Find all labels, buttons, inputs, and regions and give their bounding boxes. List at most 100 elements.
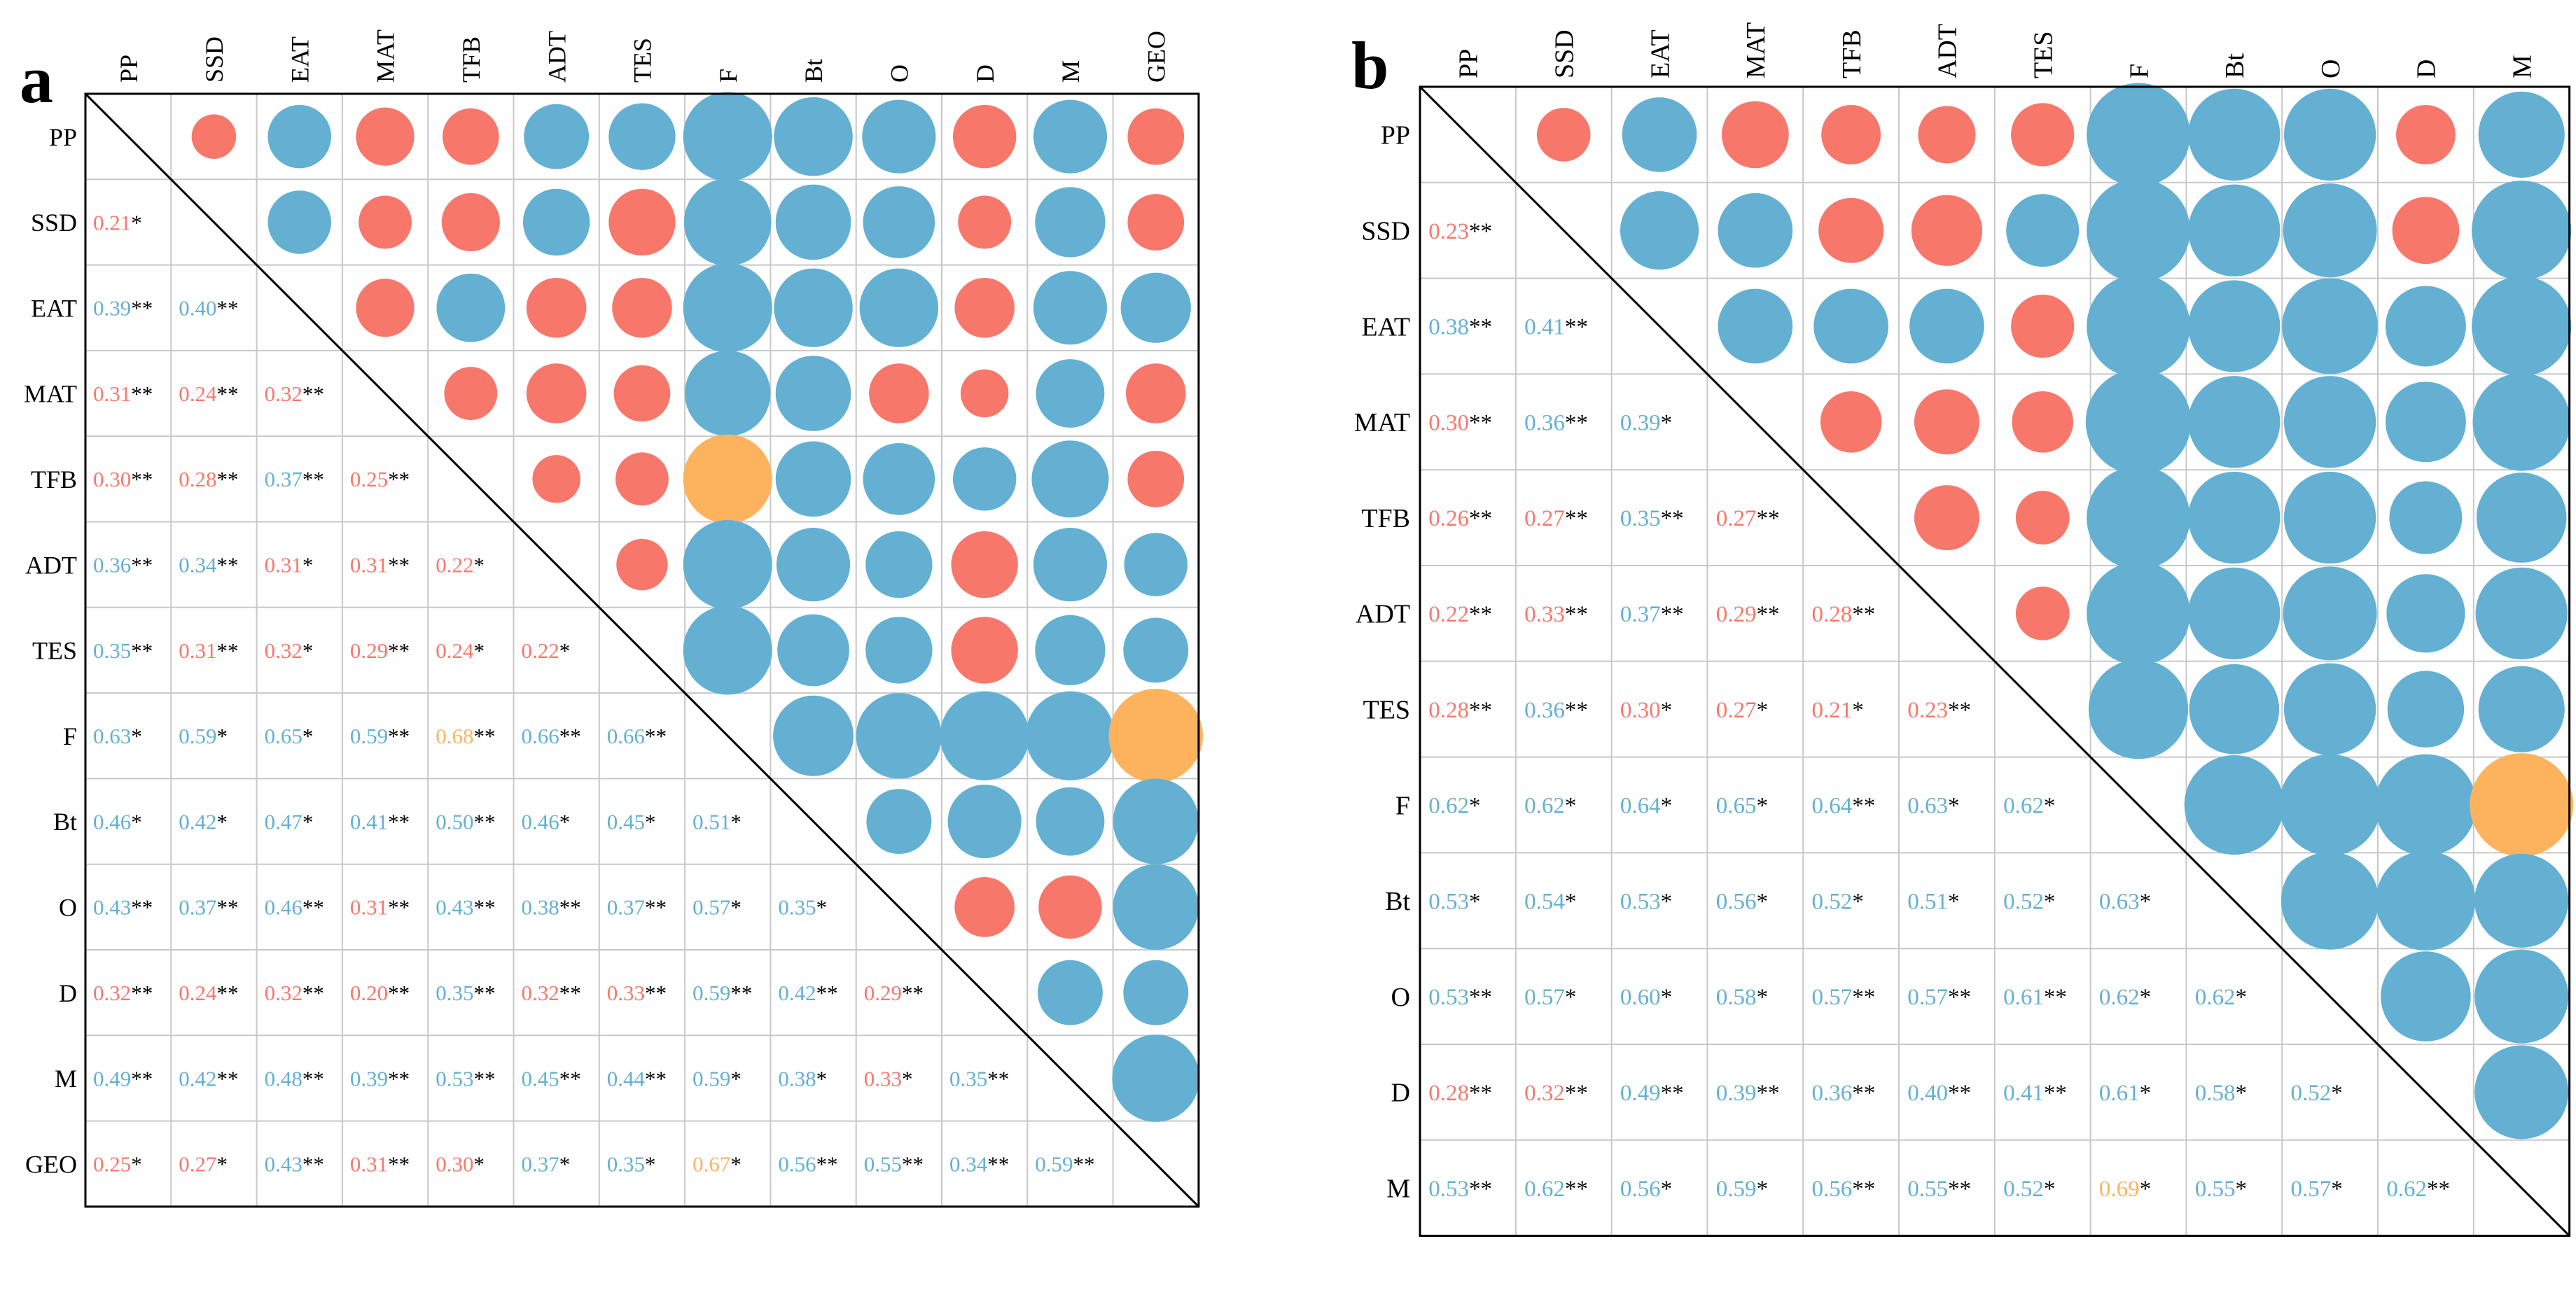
correlation-value: 0.45** (522, 1066, 581, 1091)
row-label: TES (1363, 696, 1410, 725)
significance-stars: ** (559, 724, 581, 748)
coefficient: 0.39 (350, 1066, 388, 1091)
correlation-value: 0.67* (692, 1152, 742, 1177)
row-label: EAT (1361, 312, 1410, 342)
significance-stars: ** (1661, 506, 1684, 531)
coefficient: 0.20 (350, 981, 388, 1005)
correlation-circle (1127, 450, 1185, 507)
significance-stars: ** (902, 1152, 924, 1177)
correlation-circle (2281, 852, 2379, 950)
significance-stars: ** (388, 724, 410, 748)
coefficient: 0.47 (265, 809, 302, 834)
correlation-circle (1127, 194, 1185, 251)
row-label: F (1395, 791, 1410, 820)
significance-stars: * (302, 724, 314, 748)
correlation-value: 0.41** (2003, 1081, 2067, 1106)
significance-stars: ** (1661, 602, 1684, 627)
coefficient: 0.36 (93, 553, 131, 577)
row-label: F (63, 722, 77, 750)
correlation-circle (1036, 787, 1105, 856)
coefficient: 0.42 (179, 809, 216, 834)
column-label: TES (2029, 31, 2059, 78)
correlation-value: 0.31** (350, 1152, 410, 1177)
correlation-circle (863, 442, 935, 515)
coefficient: 0.30 (93, 467, 131, 491)
coefficient: 0.23 (1907, 698, 1948, 723)
correlation-value: 0.53* (1428, 889, 1480, 914)
significance-stars: ** (1073, 1152, 1095, 1177)
correlation-circle (1911, 195, 1983, 266)
coefficient: 0.62 (1428, 794, 1469, 819)
coefficient: 0.53 (436, 1066, 473, 1091)
significance-stars: * (2140, 985, 2152, 1010)
correlation-value: 0.53** (1428, 985, 1492, 1010)
significance-stars: * (302, 553, 314, 577)
correlation-value: 0.27** (1716, 506, 1780, 531)
column-label: MAT (1741, 22, 1771, 78)
significance-stars: ** (1756, 1081, 1779, 1106)
coefficient: 0.27 (1524, 506, 1565, 531)
coefficient: 0.27 (1716, 698, 1757, 723)
column-label: ADT (543, 31, 571, 83)
correlation-circle (952, 104, 1017, 169)
correlation-value: 0.63* (1907, 794, 1959, 819)
correlation-value: 0.49** (93, 1066, 153, 1091)
correlation-circle (1721, 101, 1789, 169)
row-label: SSD (1361, 217, 1410, 246)
correlation-circle (1914, 485, 1979, 551)
coefficient: 0.62 (2099, 985, 2140, 1010)
significance-stars: * (2140, 1177, 2152, 1202)
row-label: PP (1381, 121, 1410, 150)
correlation-circle (683, 434, 772, 524)
significance-stars: ** (730, 981, 752, 1005)
coefficient: 0.29 (864, 981, 902, 1005)
coefficient: 0.22 (436, 553, 473, 577)
correlation-circle (865, 617, 933, 684)
coefficient: 0.61 (2099, 1081, 2140, 1106)
correlation-circle (2087, 561, 2190, 666)
correlation-value: 0.62** (1524, 1177, 1588, 1202)
coefficient: 0.46 (265, 895, 302, 920)
significance-stars: * (1756, 889, 1768, 914)
correlation-circle (2006, 194, 2080, 267)
correlation-value: 0.28** (1812, 602, 1876, 627)
correlation-circle (1820, 391, 1882, 453)
significance-stars: ** (1565, 1081, 1588, 1106)
coefficient: 0.46 (522, 809, 559, 834)
correlation-circle (2279, 754, 2381, 856)
significance-stars: * (730, 895, 742, 920)
correlation-circle (191, 114, 237, 159)
coefficient: 0.23 (1428, 219, 1469, 244)
column-label: M (1057, 60, 1085, 83)
coefficient: 0.31 (179, 638, 216, 663)
significance-stars: * (131, 210, 142, 234)
coefficient: 0.41 (2003, 1081, 2044, 1106)
significance-stars: * (645, 809, 656, 834)
significance-stars: ** (131, 1066, 153, 1091)
correlation-circle (1918, 106, 1976, 164)
column-label: EAT (1645, 29, 1675, 78)
coefficient: 0.59 (1716, 1177, 1757, 1202)
significance-stars: ** (1852, 794, 1875, 819)
correlation-value: 0.27** (1524, 506, 1588, 531)
significance-stars: * (2331, 1081, 2343, 1106)
coefficient: 0.30 (436, 1152, 473, 1177)
correlation-value: 0.61* (2099, 1081, 2151, 1106)
significance-stars: ** (1565, 410, 1588, 435)
significance-stars: ** (131, 296, 153, 321)
significance-stars: * (730, 1152, 742, 1177)
correlation-circle (1037, 960, 1103, 1025)
correlation-circle (616, 538, 668, 591)
coefficient: 0.55 (2195, 1177, 2236, 1202)
correlation-value: 0.30* (1620, 698, 1672, 723)
coefficient: 0.63 (1907, 794, 1948, 819)
correlation-value: 0.42** (179, 1066, 238, 1091)
correlation-value: 0.31* (265, 553, 314, 577)
significance-stars: * (302, 638, 314, 663)
significance-stars: ** (217, 467, 239, 491)
coefficient: 0.38 (1428, 315, 1469, 340)
correlation-circle (2470, 753, 2574, 857)
row-label: EAT (31, 294, 77, 322)
coefficient: 0.33 (607, 981, 645, 1005)
correlation-value: 0.35* (778, 895, 827, 920)
